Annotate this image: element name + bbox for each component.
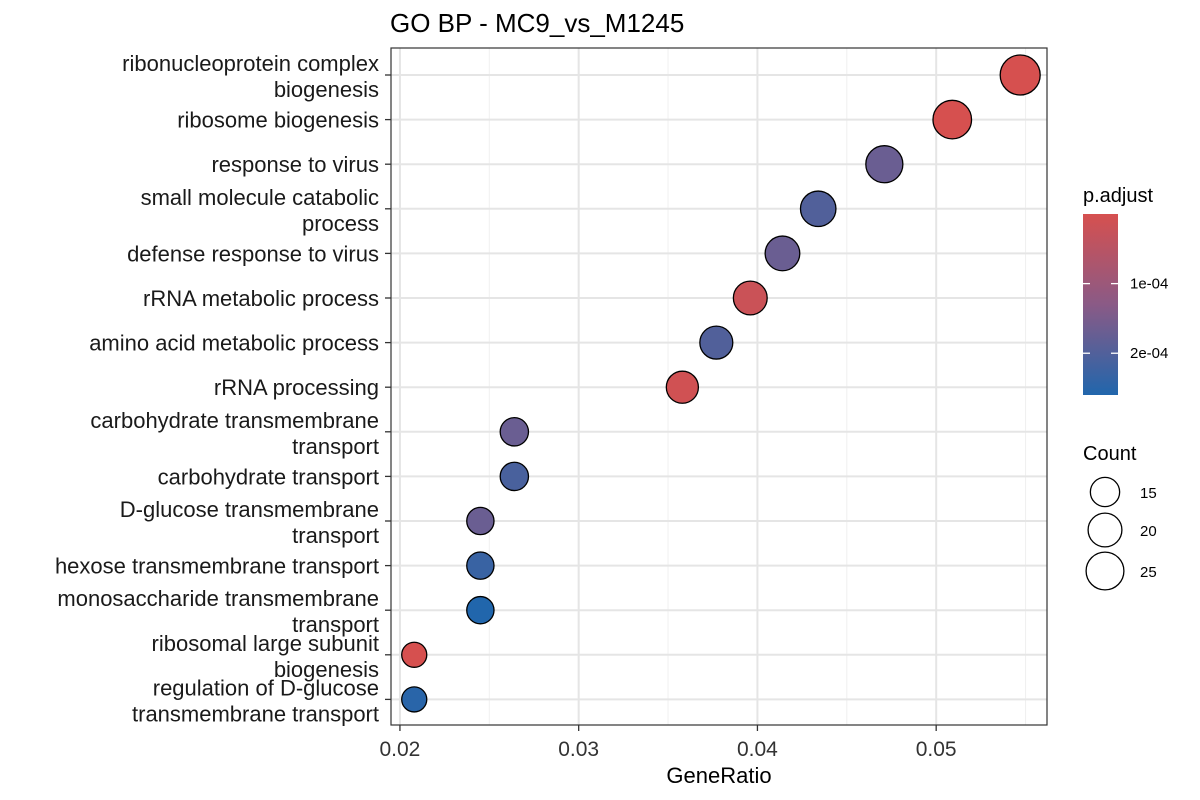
y-tick-label: D-glucose transmembrane transport [120,497,379,548]
y-tick-label-line: response to virus [211,152,379,177]
data-point [499,417,530,447]
y-tick-label: carbohydrate transmembrane transport [90,408,379,459]
size-legend-label: 25 [1140,564,1157,581]
x-axis-title: GeneRatio [666,763,771,788]
data-point [699,325,734,360]
color-legend-title: p.adjust [1083,185,1153,207]
y-tick-label: hexose transmembrane transport [55,554,379,579]
y-tick-label: response to virus [211,152,379,177]
y-tick-label: amino acid metabolic process [89,331,379,356]
y-tick-label-line: carbohydrate transport [158,464,379,489]
y-tick-label-line: ribosome biogenesis [177,108,379,133]
data-point [764,235,801,272]
size-legend-key [1089,476,1121,508]
data-point [999,54,1041,96]
size-legend-label: 15 [1140,485,1157,502]
y-tick-label: carbohydrate transport [158,464,379,489]
data-point [799,190,837,228]
data-point [466,595,495,625]
y-tick-label-line: monosaccharide transmembrane [57,586,379,611]
y-tick-label-line: carbohydrate transmembrane [90,408,379,433]
size-legend-key [1085,551,1125,591]
data-point [401,686,428,713]
y-tick-label-line: hexose transmembrane transport [55,554,379,579]
y-tick-label: defense response to virus [127,241,379,266]
y-tick-label-line: amino acid metabolic process [89,331,379,356]
data-point [466,551,495,580]
y-tick-label: ribosomal large subunit biogenesis [152,631,379,682]
x-tick-label: 0.03 [558,738,599,761]
data-point [401,641,428,668]
data-point [865,145,904,184]
data-point [665,370,700,404]
y-tick-label: monosaccharide transmembrane transport [57,586,379,637]
y-tick-label: rRNA metabolic process [143,286,379,311]
y-tick-label: ribosome biogenesis [177,108,379,133]
x-tick-label: 0.04 [737,738,778,761]
x-axis-ticks: 0.02 0.03 0.04 0.05 [379,725,957,761]
y-tick-label-line: rRNA metabolic process [143,286,379,311]
x-tick-label: 0.02 [379,738,420,761]
color-legend-label: 1e-04 [1130,276,1168,293]
y-tick-label: rRNA processing [214,375,379,400]
y-tick-label-line: small molecule catabolic [141,185,379,210]
size-legend-key [1087,512,1123,548]
y-tick-label-line: transport [292,434,379,459]
y-tick-label: small molecule catabolic process [141,185,379,236]
y-tick-label-line: biogenesis [274,77,379,102]
y-axis-labels: ribonucleoprotein complex biogenesisribos… [55,51,391,726]
y-tick-label-line: ribonucleoprotein complex [122,51,379,76]
y-tick-label-line: D-glucose transmembrane [120,497,379,522]
color-legend-bar [1083,214,1118,395]
data-point [932,99,973,140]
y-tick-label-line: defense response to virus [127,241,379,266]
y-tick-label-line: rRNA processing [214,375,379,400]
size-legend: 15 20 25 [1085,476,1157,591]
x-tick-label: 0.05 [916,738,957,761]
y-tick-label: regulation of D-glucose transmembrane tra… [132,675,379,726]
y-tick-label-line: process [302,211,379,236]
size-legend-title: Count [1083,443,1137,465]
color-legend-ticks: 1e-04 2e-04 [1083,276,1168,362]
size-legend-label: 20 [1140,523,1157,540]
data-point [732,280,768,316]
panel-border [390,47,1048,726]
y-tick-label: ribonucleoprotein complex biogenesis [122,51,379,102]
y-tick-label-line: regulation of D-glucose [153,675,379,700]
y-tick-label-line: transmembrane transport [132,701,379,726]
data-point [499,461,530,492]
y-tick-label-line: biogenesis [274,657,379,682]
y-tick-label-line: ribosomal large subunit [152,631,379,656]
y-tick-label-line: transport [292,612,379,637]
chart-title: GO BP - MC9_vs_M1245 [390,8,684,38]
color-legend-label: 2e-04 [1130,345,1168,362]
data-points [401,54,1041,713]
data-point [466,506,495,536]
y-tick-label-line: transport [292,523,379,548]
